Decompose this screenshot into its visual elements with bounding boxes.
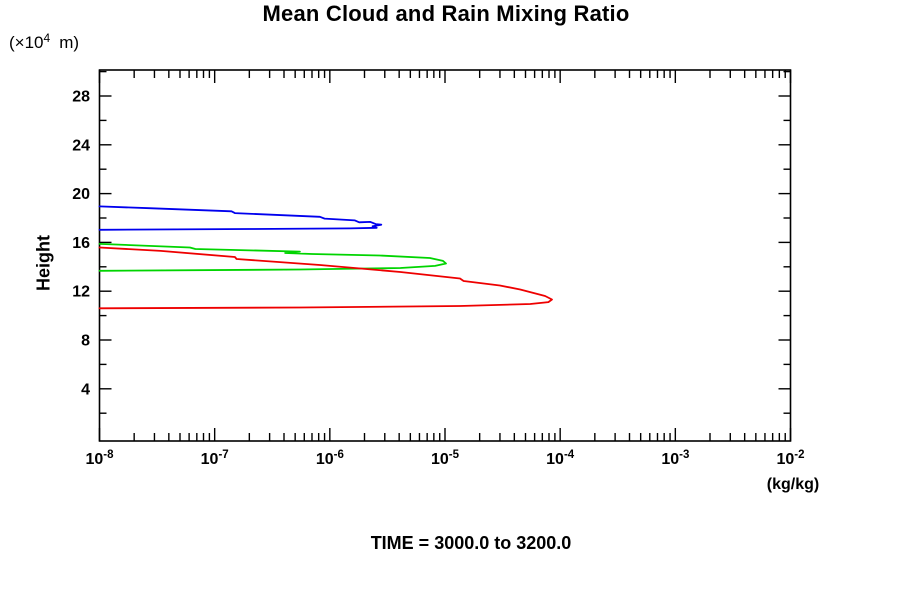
x-tick-label: 10-2: [776, 449, 804, 468]
y-unit-exponent: 4: [43, 31, 51, 45]
y-tick-label: 20: [72, 186, 90, 203]
tick-labels: 10-8 10-7 10-6 10-5 10-4 10-3 10-2 4 8 12 16 20 24 28: [72, 89, 804, 469]
blue-profile-curve: [98, 205, 383, 231]
time-annotation: TIME = 3000.0 to 3200.0: [370, 533, 572, 553]
y-tick-label: 4: [81, 381, 90, 398]
y-axis-unit: (×104 m): [9, 31, 80, 53]
y-tick-label: 24: [72, 137, 90, 154]
x-tick-label: 10-7: [201, 449, 229, 468]
x-tick-label: 10-5: [431, 449, 460, 468]
y-tick-label: 8: [81, 333, 90, 350]
x-tick-label: 10-6: [316, 449, 344, 468]
green-profile-curve: [98, 243, 447, 272]
red-profile-curve: [98, 246, 553, 310]
y-tick-label: 28: [72, 89, 90, 106]
y-tick-label: 12: [72, 284, 90, 301]
x-tick-label: 10-8: [85, 449, 114, 468]
y-unit-prefix: (×10: [9, 33, 44, 52]
axis-ticks: [98, 70, 792, 441]
y-tick-label: 16: [72, 235, 90, 252]
x-tick-label: 10-4: [546, 449, 575, 468]
x-tick-label: 10-3: [661, 449, 689, 468]
plot-frame: [98, 69, 792, 442]
x-axis-unit: (kg/kg): [766, 476, 820, 493]
y-axis-label: Height: [33, 235, 54, 291]
chart-title: Mean Cloud and Rain Mixing Ratio: [262, 1, 630, 26]
y-unit-suffix: m): [59, 33, 80, 52]
